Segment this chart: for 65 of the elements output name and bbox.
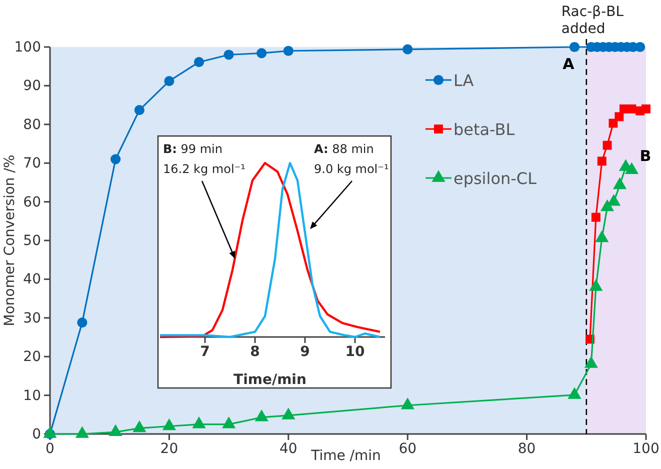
legend-label: LA xyxy=(453,71,474,90)
point xyxy=(568,387,582,399)
point xyxy=(134,105,144,116)
point xyxy=(595,230,609,242)
x-tick-label: 9 xyxy=(300,344,310,360)
point xyxy=(194,57,204,68)
point xyxy=(612,177,627,190)
x-tick-label: 0 xyxy=(46,440,54,457)
x-tick-label: 80 xyxy=(518,440,536,457)
point xyxy=(602,140,612,150)
point xyxy=(642,104,650,114)
y-tick-label: 100 xyxy=(14,39,41,56)
point xyxy=(222,416,236,428)
point xyxy=(634,42,646,52)
x-tick-label: 20 xyxy=(160,440,178,457)
point xyxy=(43,426,57,438)
y-tick-label: 70 xyxy=(23,156,41,172)
point xyxy=(282,408,296,420)
point xyxy=(256,48,267,58)
point xyxy=(108,424,122,436)
point xyxy=(164,76,174,86)
point xyxy=(627,104,636,114)
point xyxy=(162,418,176,430)
y-tick-label: 40 xyxy=(23,272,41,288)
x-tick-label: 7 xyxy=(200,344,210,360)
point xyxy=(569,42,580,52)
annotation: A: 88 min 9.0 kg mol⁻¹ xyxy=(314,142,389,176)
point xyxy=(132,420,146,432)
legend-label: epsilon-CL xyxy=(453,169,537,188)
point xyxy=(224,50,234,60)
x-axis-title: Time/min xyxy=(234,372,306,388)
ref-line-label: Rac-β-BL added xyxy=(561,4,624,37)
y-tick-label: 80 xyxy=(23,116,41,133)
point xyxy=(589,279,603,291)
x-tick-label: 60 xyxy=(398,440,417,457)
point xyxy=(614,112,624,122)
point xyxy=(192,416,206,428)
point xyxy=(597,156,606,166)
y-tick-label: 0 xyxy=(32,426,41,442)
y-tick-label: 30 xyxy=(23,310,41,326)
y-tick-label: 50 xyxy=(23,232,41,249)
point xyxy=(400,398,414,410)
point xyxy=(283,46,294,56)
x-axis-title: Time /min xyxy=(310,448,381,464)
point xyxy=(584,356,598,368)
point xyxy=(600,199,614,212)
legend-label: beta-BL xyxy=(453,120,515,139)
x-tick-label: 10 xyxy=(345,344,365,360)
y-tick-label: 90 xyxy=(23,78,41,94)
point xyxy=(607,194,621,206)
point xyxy=(110,154,121,164)
point xyxy=(75,426,89,438)
y-tick-label: 60 xyxy=(23,194,41,210)
point xyxy=(591,212,600,222)
x-tick-label: 100 xyxy=(632,440,660,457)
y-tick-label: 10 xyxy=(23,388,41,404)
x-tick-label: 8 xyxy=(250,344,260,360)
x-tick-label: 40 xyxy=(279,440,298,457)
annotation: B: 99 min 16.2 kg mol⁻¹ xyxy=(163,142,246,176)
annotation: A xyxy=(562,55,575,73)
point xyxy=(254,410,268,422)
point xyxy=(402,44,413,54)
point xyxy=(624,162,638,174)
annotation: B xyxy=(640,146,652,165)
y-axis-title: Monomer Conversion /% xyxy=(2,154,18,326)
